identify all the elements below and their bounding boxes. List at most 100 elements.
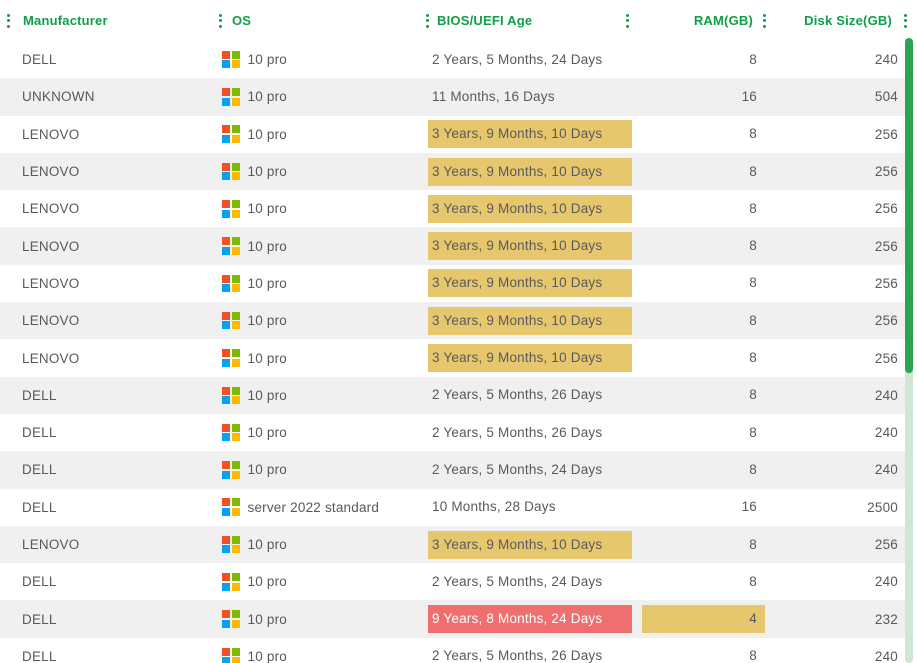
disk-size-column-menu-icon[interactable] — [902, 12, 909, 30]
bios-age-column-menu-icon[interactable] — [424, 12, 431, 30]
table-row[interactable]: UNKNOWN 10 pro 11 Months, 16 Days 16 504 — [0, 78, 905, 116]
bios-age-cell: 3 Years, 9 Months, 10 Days — [423, 526, 637, 563]
ram-cell: 8 — [637, 190, 770, 227]
os-column-menu-icon[interactable] — [217, 12, 224, 30]
ram-cell: 8 — [637, 414, 770, 451]
os-value: 10 pro — [247, 387, 287, 403]
ram-value: 8 — [749, 573, 757, 589]
table-row[interactable]: LENOVO 10 pro 3 Years, 9 Months, 10 Days… — [0, 264, 905, 303]
table-row[interactable]: DELL server 2022 standard 10 Months, 28 … — [0, 488, 905, 526]
windows-logo-icon — [222, 274, 240, 293]
table-row[interactable]: DELL 10 pro 2 Years, 5 Months, 24 Days 8… — [0, 563, 905, 601]
manufacturer-value: LENOVO — [22, 201, 80, 217]
vertical-scrollbar[interactable] — [905, 38, 913, 663]
os-column-label: OS — [232, 13, 252, 28]
ram-value: 8 — [749, 126, 757, 142]
ram-column-menu-icon[interactable] — [761, 12, 768, 30]
ram-value: 8 — [749, 648, 757, 663]
column-header-os[interactable]: OS — [216, 0, 423, 41]
table-row[interactable]: LENOVO 10 pro 3 Years, 9 Months, 10 Days… — [0, 302, 905, 340]
table-row[interactable]: LENOVO 10 pro 3 Years, 9 Months, 10 Days… — [0, 152, 905, 191]
os-cell: server 2022 standard — [216, 489, 423, 526]
bios-age-cell: 3 Years, 9 Months, 10 Days — [423, 265, 637, 302]
os-cell: 10 pro — [216, 265, 423, 302]
os-cell: 10 pro — [216, 78, 423, 115]
bios-age-value: 3 Years, 9 Months, 10 Days — [428, 269, 632, 298]
table-row[interactable]: DELL 10 pro 9 Years, 8 Months, 24 Days 4… — [0, 600, 905, 638]
disk-size-value: 240 — [874, 462, 898, 478]
bios-age-cell: 3 Years, 9 Months, 10 Days — [423, 302, 637, 339]
manufacturer-cell: LENOVO — [0, 526, 216, 563]
manufacturer-cell: LENOVO — [0, 302, 216, 339]
column-header-disk-size[interactable]: Disk Size(GB) — [770, 0, 916, 41]
table-row[interactable]: LENOVO 10 pro 3 Years, 9 Months, 10 Days… — [0, 339, 905, 377]
ram-value: 8 — [749, 238, 757, 254]
bios-age-cell: 2 Years, 5 Months, 24 Days — [423, 563, 637, 600]
ram-cell: 8 — [637, 339, 770, 376]
table-row[interactable]: LENOVO 10 pro 3 Years, 9 Months, 10 Days… — [0, 115, 905, 153]
table-row[interactable]: LENOVO 10 pro 3 Years, 9 Months, 10 Days… — [0, 190, 905, 228]
table-header-row: Manufacturer OS BIOS/UEFI Age RAM(GB) Di… — [0, 0, 917, 41]
manufacturer-column-menu-icon[interactable] — [5, 12, 12, 30]
disk-size-value: 240 — [874, 387, 898, 403]
table-row[interactable]: LENOVO 10 pro 3 Years, 9 Months, 10 Days… — [0, 227, 905, 265]
disk-size-cell: 240 — [770, 563, 905, 600]
ram-value: 16 — [741, 88, 757, 104]
bios-age-value: 3 Years, 9 Months, 10 Days — [428, 232, 632, 261]
os-value: 10 pro — [247, 537, 287, 552]
ram-value: 8 — [749, 461, 757, 477]
table-row[interactable]: DELL 10 pro 2 Years, 5 Months, 26 Days 8… — [0, 413, 905, 452]
column-header-manufacturer[interactable]: Manufacturer — [0, 0, 216, 41]
manufacturer-cell: DELL — [0, 414, 216, 451]
ram-value: 8 — [749, 312, 757, 328]
bios-age-value: 3 Years, 9 Months, 10 Days — [428, 530, 632, 559]
column-header-bios-age[interactable]: BIOS/UEFI Age — [423, 0, 637, 41]
manufacturer-value: DELL — [22, 611, 57, 627]
ram-cell: 8 — [637, 377, 770, 414]
ram-cell: 16 — [637, 78, 770, 115]
os-value: 10 pro — [247, 164, 287, 180]
disk-size-value: 256 — [874, 275, 898, 291]
windows-logo-icon — [222, 647, 240, 663]
os-cell: 10 pro — [216, 377, 423, 414]
bios-age-cell: 3 Years, 9 Months, 10 Days — [423, 227, 637, 264]
windows-logo-icon — [222, 535, 240, 554]
disk-size-cell: 232 — [770, 600, 905, 637]
table-body: DELL 10 pro 2 Years, 5 Months, 24 Days 8… — [0, 41, 905, 663]
windows-logo-icon — [222, 237, 240, 255]
disk-size-value: 256 — [874, 537, 898, 552]
table-row[interactable]: DELL 10 pro 2 Years, 5 Months, 26 Days 8… — [0, 376, 905, 414]
manufacturer-cell: LENOVO — [0, 227, 216, 264]
table-row[interactable]: DELL 10 pro 2 Years, 5 Months, 24 Days 8… — [0, 451, 905, 489]
disk-size-cell: 256 — [770, 153, 905, 190]
os-cell: 10 pro — [216, 563, 423, 600]
os-cell: 10 pro — [216, 227, 423, 264]
disk-size-value: 256 — [874, 126, 898, 142]
bios-age-value: 2 Years, 5 Months, 24 Days — [432, 461, 603, 477]
disk-size-cell: 256 — [770, 190, 905, 227]
scrollbar-thumb[interactable] — [905, 38, 913, 373]
windows-logo-icon — [222, 125, 240, 143]
table-row[interactable]: DELL 10 pro 2 Years, 5 Months, 24 Days 8… — [0, 41, 905, 79]
bios-age-column-trailing-menu-icon[interactable] — [624, 12, 631, 30]
bios-age-cell: 3 Years, 9 Months, 10 Days — [423, 339, 637, 376]
table-row[interactable]: LENOVO 10 pro 3 Years, 9 Months, 10 Days… — [0, 525, 905, 564]
column-header-ram[interactable]: RAM(GB) — [637, 0, 770, 41]
os-cell: 10 pro — [216, 302, 423, 339]
windows-logo-icon — [222, 573, 240, 591]
bios-age-value: 3 Years, 9 Months, 10 Days — [428, 157, 632, 186]
os-value: 10 pro — [247, 574, 287, 590]
bios-age-cell: 3 Years, 9 Months, 10 Days — [423, 153, 637, 190]
bios-age-value: 2 Years, 5 Months, 26 Days — [432, 387, 603, 403]
bios-age-cell: 2 Years, 5 Months, 26 Days — [423, 414, 637, 451]
ram-cell: 8 — [637, 563, 770, 600]
disk-size-cell: 240 — [770, 414, 905, 451]
os-cell: 10 pro — [216, 451, 423, 488]
os-value: 10 pro — [247, 238, 287, 254]
os-value: 10 pro — [247, 89, 287, 105]
ram-value: 8 — [749, 350, 757, 366]
os-value: 10 pro — [247, 350, 287, 366]
bios-age-value: 3 Years, 9 Months, 10 Days — [428, 194, 632, 223]
manufacturer-cell: LENOVO — [0, 265, 216, 302]
table-row[interactable]: DELL 10 pro 2 Years, 5 Months, 26 Days 8… — [0, 637, 905, 663]
